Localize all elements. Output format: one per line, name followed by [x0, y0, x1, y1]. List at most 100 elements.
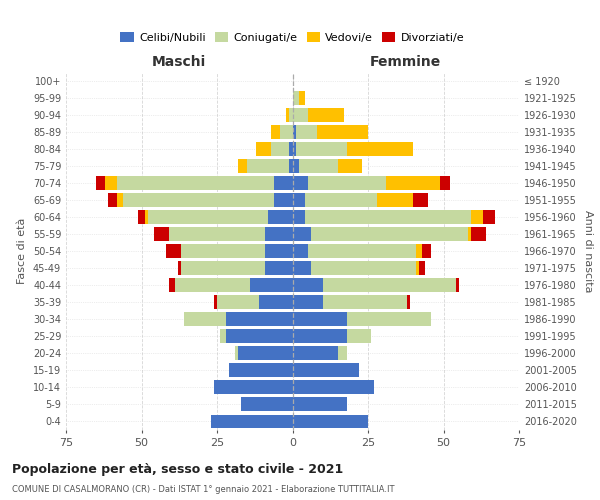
Bar — [293, 210, 305, 224]
Bar — [419, 262, 425, 276]
Bar — [293, 108, 308, 122]
Bar — [259, 296, 293, 310]
Bar — [181, 262, 265, 276]
Bar — [305, 210, 470, 224]
Bar — [293, 414, 368, 428]
Bar — [214, 296, 217, 310]
Bar — [317, 125, 368, 139]
Bar — [407, 296, 410, 310]
Bar — [226, 330, 293, 344]
Bar — [347, 312, 431, 326]
Bar — [470, 210, 483, 224]
Bar — [299, 159, 338, 173]
Bar — [96, 176, 105, 190]
Bar — [274, 193, 293, 207]
Bar — [470, 227, 486, 241]
Bar — [181, 244, 265, 258]
Bar — [166, 244, 181, 258]
Bar — [293, 142, 296, 156]
Bar — [293, 380, 374, 394]
Bar — [247, 159, 289, 173]
Bar — [293, 262, 311, 276]
Bar — [274, 176, 293, 190]
Bar — [347, 142, 413, 156]
Bar — [265, 262, 293, 276]
Bar — [293, 159, 299, 173]
Bar — [175, 278, 250, 292]
Bar — [250, 278, 293, 292]
Bar — [308, 108, 344, 122]
Bar — [293, 330, 347, 344]
Bar — [311, 262, 416, 276]
Bar — [293, 346, 338, 360]
Bar — [226, 312, 293, 326]
Bar — [268, 210, 293, 224]
Bar — [148, 210, 268, 224]
Text: Popolazione per età, sesso e stato civile - 2021: Popolazione per età, sesso e stato civil… — [12, 462, 343, 475]
Bar — [293, 296, 323, 310]
Bar — [220, 330, 226, 344]
Bar — [265, 227, 293, 241]
Bar — [169, 278, 175, 292]
Text: COMUNE DI CASALMORANO (CR) - Dati ISTAT 1° gennaio 2021 - Elaborazione TUTTITALI: COMUNE DI CASALMORANO (CR) - Dati ISTAT … — [12, 485, 395, 494]
Bar — [347, 330, 371, 344]
Bar — [293, 91, 299, 105]
Bar — [238, 159, 247, 173]
Bar — [184, 312, 226, 326]
Bar — [296, 125, 317, 139]
Bar — [211, 414, 293, 428]
Bar — [422, 244, 431, 258]
Bar — [265, 244, 293, 258]
Bar — [467, 227, 470, 241]
Bar — [323, 296, 407, 310]
Text: Femmine: Femmine — [370, 55, 442, 69]
Bar — [238, 346, 293, 360]
Bar — [305, 193, 377, 207]
Bar — [413, 193, 428, 207]
Legend: Celibi/Nubili, Coniugati/e, Vedovi/e, Divorziati/e: Celibi/Nubili, Coniugati/e, Vedovi/e, Di… — [116, 28, 469, 48]
Bar — [296, 142, 347, 156]
Bar — [105, 176, 118, 190]
Bar — [271, 142, 289, 156]
Bar — [280, 125, 293, 139]
Bar — [293, 176, 308, 190]
Bar — [308, 176, 386, 190]
Bar — [338, 346, 347, 360]
Bar — [169, 227, 265, 241]
Bar — [289, 159, 293, 173]
Bar — [289, 108, 293, 122]
Bar — [377, 193, 413, 207]
Bar — [299, 91, 305, 105]
Bar — [483, 210, 495, 224]
Y-axis label: Anni di nascita: Anni di nascita — [583, 210, 593, 292]
Bar — [311, 227, 467, 241]
Bar — [416, 262, 419, 276]
Bar — [229, 364, 293, 378]
Bar — [338, 159, 362, 173]
Bar — [386, 176, 440, 190]
Bar — [293, 227, 311, 241]
Text: Maschi: Maschi — [152, 55, 206, 69]
Bar — [256, 142, 271, 156]
Bar — [293, 193, 305, 207]
Bar — [293, 125, 296, 139]
Bar — [293, 244, 308, 258]
Bar — [235, 346, 238, 360]
Bar — [455, 278, 458, 292]
Bar — [139, 210, 145, 224]
Bar — [178, 262, 181, 276]
Y-axis label: Fasce di età: Fasce di età — [17, 218, 27, 284]
Bar — [293, 364, 359, 378]
Bar — [154, 227, 169, 241]
Bar — [124, 193, 274, 207]
Bar — [271, 125, 280, 139]
Bar — [293, 398, 347, 411]
Bar — [440, 176, 449, 190]
Bar — [308, 244, 416, 258]
Bar — [118, 193, 124, 207]
Bar — [108, 193, 118, 207]
Bar — [293, 312, 347, 326]
Bar — [416, 244, 422, 258]
Bar — [323, 278, 455, 292]
Bar — [286, 108, 289, 122]
